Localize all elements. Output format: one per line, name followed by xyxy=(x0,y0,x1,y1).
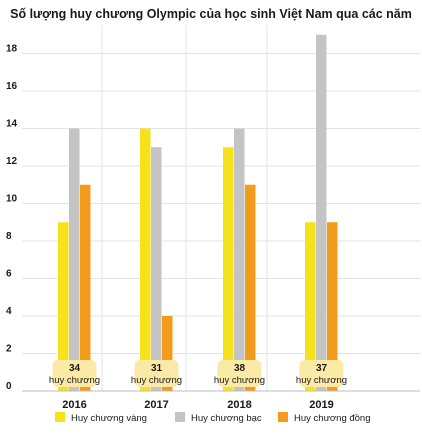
bar xyxy=(58,222,69,391)
total-label: huy chương xyxy=(49,375,100,386)
total-box xyxy=(299,360,344,387)
total-box xyxy=(217,360,262,387)
legend-label: Huy chương bạc xyxy=(191,413,262,424)
x-tick-label: 2018 xyxy=(227,399,251,411)
bar xyxy=(305,222,316,391)
bar xyxy=(69,128,80,391)
total-box xyxy=(52,360,97,387)
x-tick-label: 2019 xyxy=(309,399,333,411)
bar xyxy=(223,147,234,391)
y-tick-label: 10 xyxy=(6,194,18,205)
axis: 0 2 4 6 8 10 12 14 16 18 2016 2017 2018 2019 xyxy=(6,44,420,411)
y-tick-label: 18 xyxy=(6,44,18,55)
y-tick-label: 8 xyxy=(6,231,12,242)
legend-label: Huy chương đồng xyxy=(294,413,371,424)
bar xyxy=(162,316,173,391)
total-label: huy chương xyxy=(296,375,347,386)
bar xyxy=(80,184,91,391)
total-value: 34 xyxy=(69,363,81,374)
legend-swatch xyxy=(278,412,288,422)
y-tick-label: 4 xyxy=(6,306,12,317)
legend-label: Huy chương vàng xyxy=(71,413,147,424)
bar xyxy=(316,34,327,391)
bar xyxy=(151,147,162,391)
y-tick-label: 14 xyxy=(6,119,18,130)
bar xyxy=(140,128,151,391)
y-tick-label: 2 xyxy=(6,344,12,355)
total-value: 37 xyxy=(316,363,328,374)
y-tick-label: 16 xyxy=(6,81,18,92)
chart-title: Số lượng huy chương Olympic của học sinh… xyxy=(10,7,412,21)
total-label: huy chương xyxy=(131,375,182,386)
total-value: 31 xyxy=(151,363,163,374)
bar xyxy=(234,128,245,391)
y-tick-label: 0 xyxy=(6,381,12,392)
total-label: huy chương xyxy=(214,375,265,386)
y-tick-label: 6 xyxy=(6,269,12,280)
bars xyxy=(58,34,338,391)
x-tick-label: 2016 xyxy=(62,399,86,411)
legend-swatch xyxy=(55,412,65,422)
legend: Huy chương vàng Huy chương bạc Huy chương … xyxy=(55,412,371,424)
x-tick-label: 2017 xyxy=(144,399,168,411)
total-value: 38 xyxy=(234,363,246,374)
legend-swatch xyxy=(175,412,185,422)
y-tick-label: 12 xyxy=(6,156,18,167)
bar xyxy=(245,184,256,391)
total-box xyxy=(134,360,179,387)
bar xyxy=(327,222,338,391)
